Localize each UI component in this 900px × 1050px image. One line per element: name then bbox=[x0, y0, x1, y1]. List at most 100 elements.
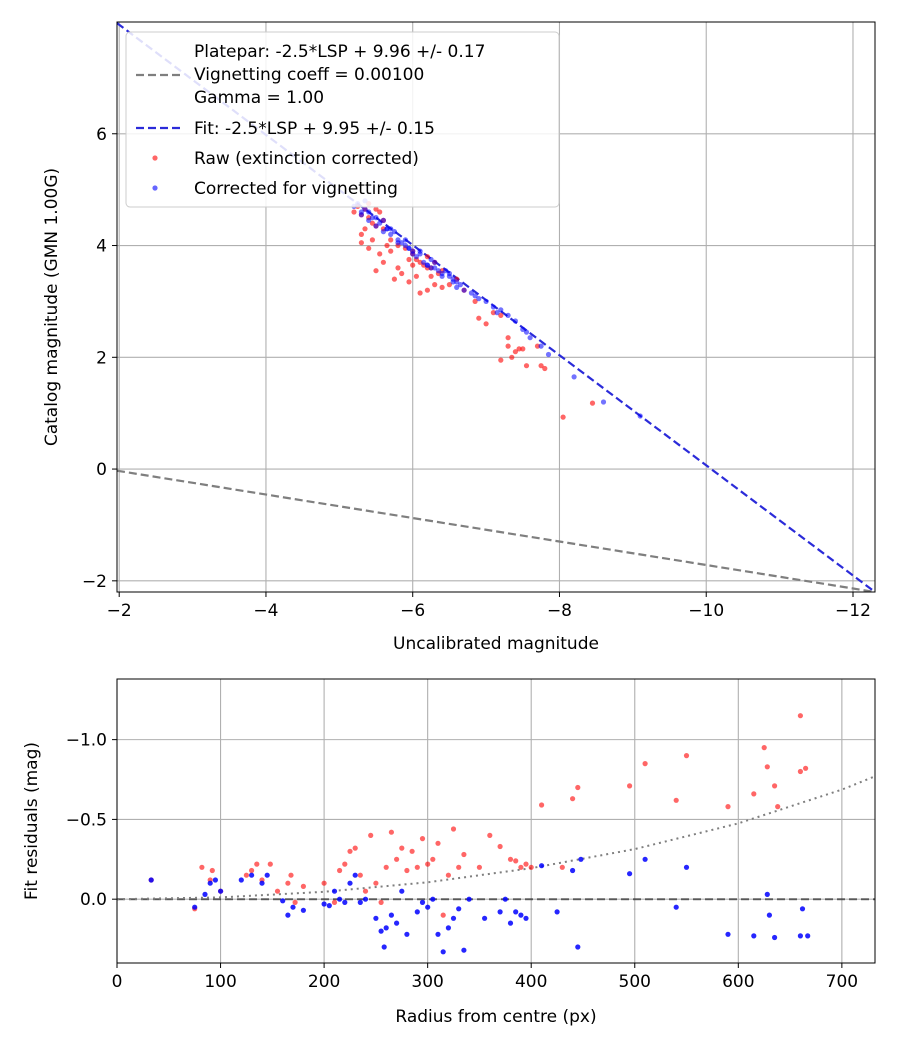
top-corrected-point bbox=[402, 242, 408, 249]
bottom-corrected-point bbox=[394, 920, 400, 926]
top-raw-point bbox=[560, 414, 566, 420]
bottom-corrected-point bbox=[456, 906, 462, 912]
bottom-raw-point bbox=[559, 864, 565, 870]
bottom-raw-point bbox=[274, 888, 281, 894]
bottom-raw-point bbox=[725, 804, 731, 810]
bottom-raw-point bbox=[445, 872, 451, 878]
bottom-corrected-point bbox=[466, 896, 472, 902]
bottom-corrected-point bbox=[202, 891, 208, 898]
bottom-corrected-point bbox=[430, 896, 436, 902]
top-corrected-point bbox=[520, 326, 526, 332]
top-corrected-point bbox=[512, 318, 519, 324]
top-corrected-point bbox=[476, 296, 482, 302]
top-raw-point bbox=[373, 268, 379, 274]
bottom-corrected-point bbox=[148, 877, 154, 883]
top-raw-point bbox=[417, 259, 423, 265]
bottom-xtick-label: 600 bbox=[722, 972, 754, 992]
bottom-corrected-point bbox=[554, 909, 560, 915]
top-raw-point bbox=[384, 242, 390, 249]
bottom-xlabel: Radius from centre (px) bbox=[395, 1007, 596, 1027]
bottom-corrected-point bbox=[683, 864, 690, 870]
bottom-corrected-point bbox=[352, 872, 358, 878]
bottom-corrected-point bbox=[766, 912, 773, 918]
bottom-raw-point bbox=[352, 845, 358, 851]
top-corrected-point bbox=[468, 290, 474, 296]
top-raw-point bbox=[472, 298, 478, 304]
top-corrected-point bbox=[410, 251, 416, 257]
bottom-raw-point bbox=[761, 745, 767, 751]
bottom-raw-point bbox=[288, 872, 294, 878]
bottom-raw-point bbox=[254, 861, 260, 867]
top-corrected-point bbox=[435, 268, 441, 274]
top-raw-point bbox=[589, 400, 596, 406]
top-corrected-point bbox=[369, 215, 375, 221]
bottom-corrected-point bbox=[238, 877, 244, 883]
bottom-corrected-point bbox=[280, 898, 286, 904]
top-raw-point bbox=[542, 365, 548, 372]
top-ytick-label: 0 bbox=[96, 460, 107, 480]
bottom-raw-point bbox=[487, 832, 493, 839]
bottom-raw-point bbox=[249, 867, 255, 874]
bottom-raw-point bbox=[321, 880, 327, 886]
bottom-raw-point bbox=[292, 899, 298, 906]
top-raw-point bbox=[428, 273, 434, 279]
top-raw-point bbox=[358, 240, 364, 246]
bottom-raw-point bbox=[404, 867, 410, 874]
bottom-raw-point bbox=[337, 867, 343, 874]
bottom-corrected-point bbox=[373, 915, 379, 921]
top-corrected-point bbox=[439, 273, 445, 279]
bottom-raw-point bbox=[575, 784, 581, 791]
top-raw-point bbox=[410, 262, 416, 268]
top-corrected-point bbox=[380, 217, 386, 223]
top-raw-point bbox=[512, 349, 519, 355]
top-corrected-point bbox=[454, 284, 460, 290]
bottom-corrected-point bbox=[192, 904, 198, 910]
top-corrected-point bbox=[421, 259, 427, 265]
bottom-raw-point bbox=[435, 840, 441, 846]
top-corrected-point bbox=[432, 259, 438, 265]
top-corrected-point bbox=[388, 231, 394, 237]
bottom-raw-point bbox=[285, 880, 291, 886]
top-raw-point bbox=[395, 265, 401, 271]
top-xtick-label: −4 bbox=[253, 601, 278, 621]
bottom-raw-point bbox=[399, 845, 405, 851]
top-line-platepar bbox=[117, 469, 875, 592]
top-raw-point bbox=[369, 220, 375, 226]
top-corrected-point bbox=[637, 413, 643, 419]
top-raw-point bbox=[399, 270, 405, 277]
bottom-corrected-point bbox=[290, 904, 296, 910]
bottom-raw-point bbox=[373, 880, 379, 886]
top-raw-point bbox=[373, 206, 379, 212]
bottom-corrected-point bbox=[425, 904, 431, 910]
bottom-raw-point bbox=[461, 851, 467, 858]
bottom-corrected-point bbox=[249, 872, 255, 878]
top-corrected-point bbox=[384, 226, 390, 232]
bottom-raw-point bbox=[440, 912, 446, 918]
bottom-corrected-point bbox=[725, 931, 731, 937]
bottom-corrected-point bbox=[799, 906, 806, 912]
bottom-xtick-label: 100 bbox=[204, 972, 236, 992]
top-raw-point bbox=[446, 282, 452, 288]
bottom-axes-frame bbox=[116, 678, 876, 964]
top-corrected-point bbox=[490, 304, 496, 310]
top-corrected-point bbox=[432, 265, 438, 271]
top-axes-frame bbox=[116, 21, 876, 593]
top-corrected-point bbox=[523, 329, 530, 335]
top-raw-point bbox=[432, 282, 438, 288]
bottom-raw-point bbox=[456, 864, 462, 870]
legend-box bbox=[125, 31, 560, 208]
bottom-corrected-point bbox=[414, 909, 420, 915]
top-corrected-point bbox=[461, 287, 467, 293]
top-ytick-label: −2 bbox=[82, 572, 107, 592]
bottom-corrected-point bbox=[570, 867, 576, 874]
top-raw-point bbox=[538, 363, 544, 369]
bottom-raw-point bbox=[528, 864, 534, 870]
top-raw-point bbox=[498, 357, 504, 363]
bottom-corrected-point bbox=[388, 912, 394, 918]
bottom-raw-point bbox=[775, 804, 781, 810]
bottom-corrected-point bbox=[539, 863, 545, 869]
bottom-raw-point bbox=[267, 861, 273, 867]
bottom-raw-point bbox=[388, 829, 394, 835]
top-corrected-point bbox=[545, 351, 552, 358]
bottom-corrected-point bbox=[575, 944, 581, 950]
